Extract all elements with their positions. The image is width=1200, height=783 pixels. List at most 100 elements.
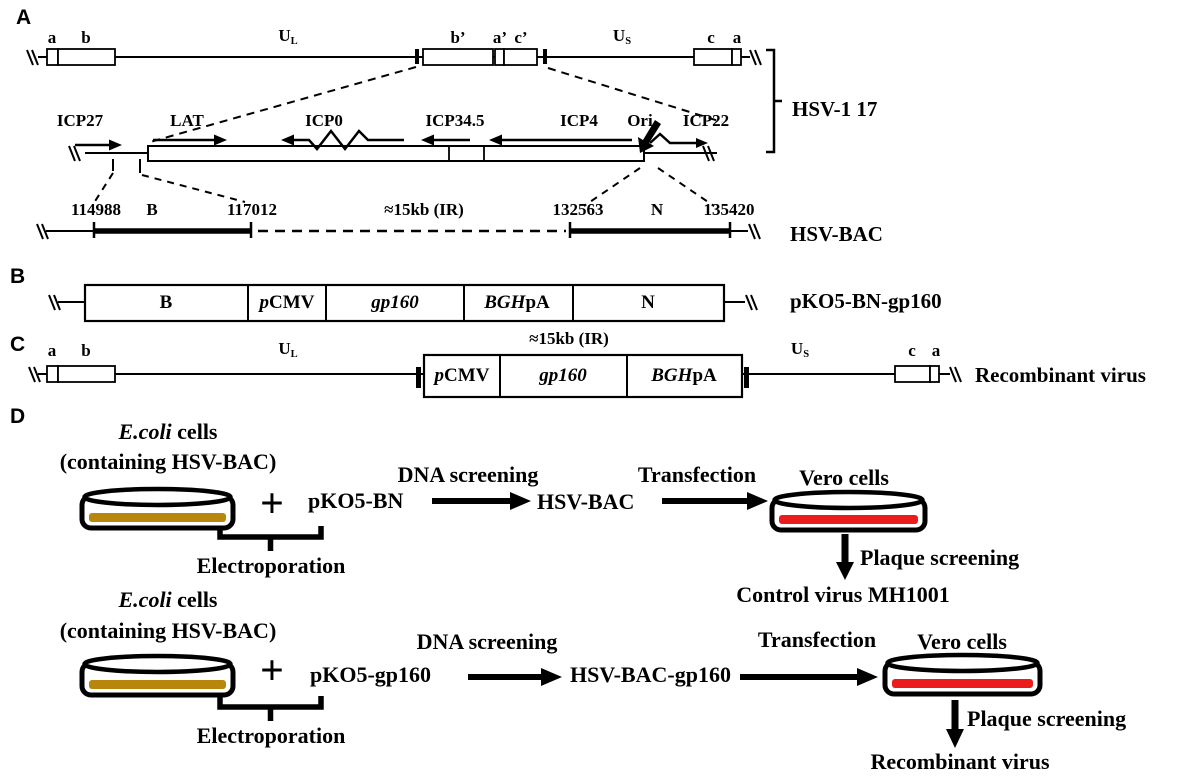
flow1-hsv-bac: HSV-BAC (537, 489, 635, 514)
label-us: US (612, 26, 632, 47)
recomb-break-left (28, 366, 41, 383)
ecoli-medium-2 (89, 680, 226, 689)
flow1-plaque-screening: Plaque screening (860, 545, 1020, 570)
recomb-gp160: gp160 (539, 365, 587, 386)
recomb-b: b (81, 341, 91, 360)
recomb-ul: UL (278, 339, 298, 360)
flow1-plus-sign: + (260, 481, 284, 527)
bac-dash-4 (657, 167, 715, 207)
recomb-cassette-box (422, 353, 744, 399)
hsv-bac-map (36, 222, 761, 240)
flow2-result: Recombinant virus (870, 749, 1050, 774)
repeat-box-a (46, 48, 59, 66)
label-a-terminal: a (47, 28, 57, 47)
recomb-us: US (790, 339, 810, 360)
bac-dash-3 (583, 167, 641, 207)
genome-break-left (26, 49, 39, 66)
electroporation-bracket-2 (217, 696, 324, 721)
flow2-vero-cells: Vero cells (917, 629, 1007, 654)
label-b-terminal: b (81, 28, 91, 47)
recomb-ir-size: ≈15kb (IR) (529, 329, 609, 348)
bac-name: HSV-BAC (790, 222, 883, 246)
electroporation-bracket-1 (217, 526, 324, 551)
gene-oris: Oris (627, 111, 657, 132)
gene-icp34-5: ICP34.5 (425, 111, 485, 130)
panel-label-c: C (10, 333, 26, 356)
icp0-arrow (281, 128, 404, 152)
gene-icp4: ICP4 (560, 111, 598, 130)
bac-dash-1 (91, 172, 114, 207)
icp4-arrow (489, 134, 632, 146)
icp27-arrow (75, 139, 122, 151)
ecoli-medium-1 (89, 513, 226, 522)
pko5-map (48, 283, 758, 323)
flow2-plasmid: pKO5-gp160 (310, 662, 432, 687)
panel-label-d: D (10, 405, 26, 428)
genome-break-right (749, 49, 762, 66)
ir-break-right (702, 145, 715, 162)
coord-117012: 117012 (226, 200, 278, 219)
pko5-break-left (48, 294, 61, 311)
recomb-tick-right (744, 367, 749, 388)
repeat-box-c (693, 48, 733, 66)
panel-label-b: B (10, 265, 26, 288)
zoom-dash-right (547, 67, 723, 123)
strain-name: HSV-1 17 (792, 97, 878, 121)
label-a2-terminal: a (732, 28, 742, 47)
segment-b-label: B (146, 200, 158, 219)
flow2-plus-sign: + (260, 648, 284, 694)
label-a-prime: a’ (492, 28, 508, 47)
gene-lat: LAT (170, 111, 204, 130)
flow1-electroporation: Electroporation (196, 553, 346, 578)
flow1-result: Control virus MH1001 (736, 582, 950, 607)
lat-arrow (153, 134, 227, 146)
panel-label-a: A (16, 6, 32, 29)
flow1-transfection: Transfection (637, 462, 757, 487)
recomb-break-right (949, 366, 962, 383)
recomb-box-c (894, 365, 931, 383)
ir-box (147, 145, 645, 162)
flow1-plasmid: pKO5-BN (308, 488, 404, 513)
flow1-containing: (containing HSV-BAC) (59, 449, 277, 474)
icp345-arrow (421, 134, 470, 146)
flow1-ecoli-cells: E.coli cells (118, 419, 218, 444)
recombinant-map (28, 353, 962, 399)
repeat-box-b (57, 48, 116, 66)
vero-medium-2 (892, 679, 1033, 688)
flow2-electroporation: Electroporation (196, 723, 346, 748)
gene-icp22: ICP22 (682, 111, 730, 130)
flow1-vero-cells: Vero cells (799, 465, 889, 490)
tick-ul-end (415, 49, 419, 64)
gene-icp27: ICP27 (56, 111, 104, 130)
hsv1-genome-map (26, 48, 782, 154)
zoom-dash-left (149, 66, 417, 143)
ecoli-dish-2 (79, 653, 236, 698)
flow1-dna-screening: DNA screening (397, 462, 539, 487)
transfection-arrow-1 (662, 492, 768, 510)
workflow-graphics (79, 486, 1043, 748)
recomb-box-a (46, 365, 59, 383)
vero-dish-2 (882, 652, 1043, 697)
recomb-tick-left (416, 367, 421, 388)
label-ul: UL (278, 26, 298, 47)
pko5-n: N (641, 292, 655, 313)
flow2-transfection: Transfection (757, 627, 877, 652)
recomb-a: a (47, 341, 57, 360)
vero-medium-1 (779, 515, 918, 524)
coord-114988: 114988 (70, 200, 122, 219)
transfection-arrow-2 (740, 668, 878, 686)
pko5-b: B (159, 292, 173, 313)
label-c-prime: c’ (514, 28, 528, 47)
tick-us-start (543, 49, 547, 64)
flow2-containing: (containing HSV-BAC) (59, 618, 277, 643)
pko5-break-right (745, 294, 758, 311)
label-b-prime: b’ (450, 28, 466, 47)
dna-screening-arrow-2 (468, 668, 562, 686)
pko5-bghpa: BGHpA (484, 292, 550, 313)
repeat-box-a2 (731, 48, 742, 66)
gene-icp0: ICP0 (305, 111, 343, 130)
bacline-break-left (36, 223, 49, 240)
recomb-name: Recombinant virus (975, 363, 1146, 387)
